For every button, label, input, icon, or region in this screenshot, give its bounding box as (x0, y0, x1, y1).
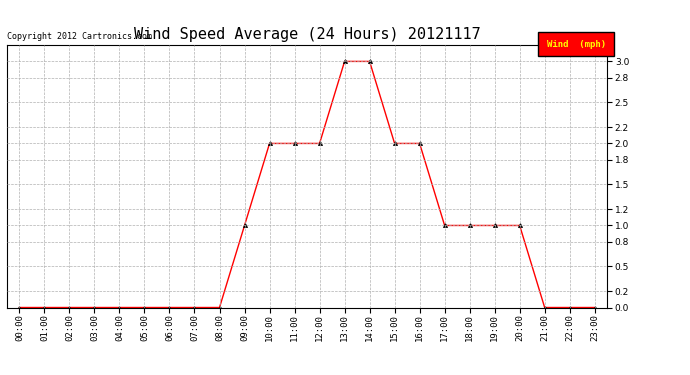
Text: Copyright 2012 Cartronics.com: Copyright 2012 Cartronics.com (7, 32, 152, 41)
Text: Wind  (mph): Wind (mph) (546, 40, 606, 49)
Title: Wind Speed Average (24 Hours) 20121117: Wind Speed Average (24 Hours) 20121117 (134, 27, 480, 42)
